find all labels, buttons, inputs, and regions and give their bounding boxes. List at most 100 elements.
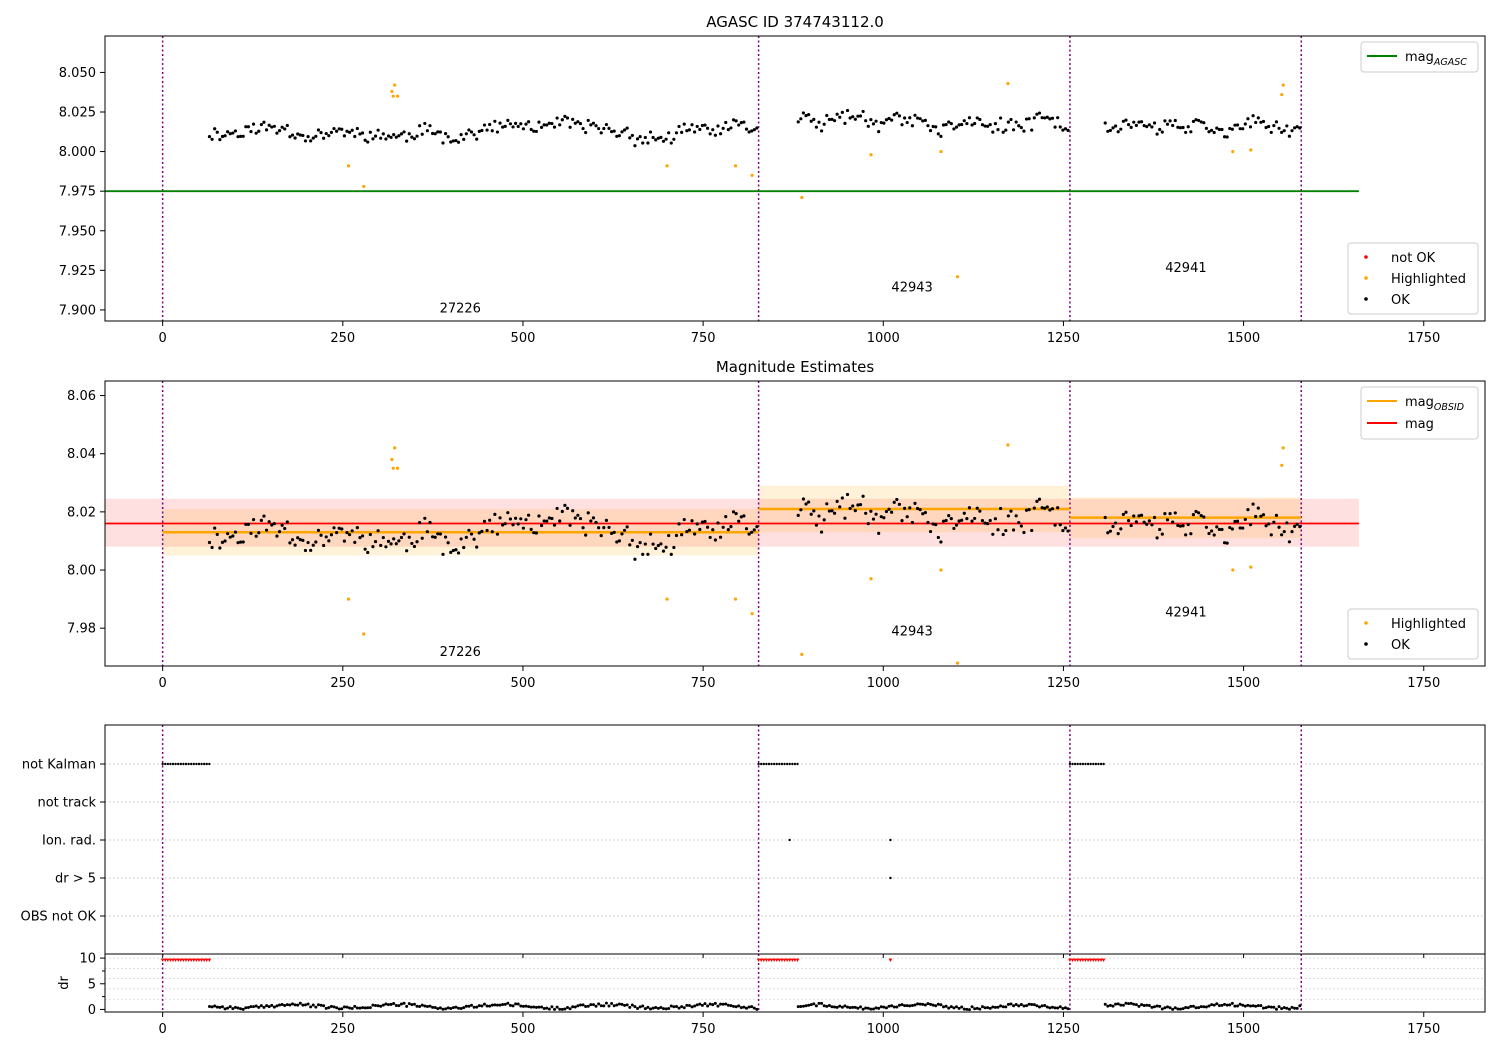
- ok-point: [1048, 508, 1052, 512]
- dr-point: [859, 1005, 863, 1009]
- ok-point: [239, 134, 243, 138]
- dr-point: [890, 1004, 894, 1008]
- flag-point: [189, 762, 193, 766]
- dr-point: [361, 1006, 365, 1010]
- ok-point: [555, 116, 559, 120]
- dr-point: [392, 1001, 396, 1005]
- ok-point: [602, 126, 606, 131]
- ok-point: [498, 516, 502, 520]
- ok-point: [700, 520, 704, 524]
- dr-point: [449, 1006, 453, 1010]
- ok-point: [578, 121, 583, 126]
- ok-point: [991, 532, 995, 536]
- ok-point: [724, 515, 728, 519]
- flag-point: [171, 762, 175, 766]
- ok-point: [858, 114, 863, 118]
- dr-point: [887, 1004, 891, 1008]
- dr-point: [682, 1006, 686, 1010]
- ok-point: [353, 540, 357, 544]
- ok-point: [654, 138, 658, 142]
- y-tick-label: 7.925: [59, 264, 96, 279]
- ok-point: [1277, 525, 1281, 529]
- ok-point: [661, 549, 666, 553]
- ok-point: [534, 129, 538, 134]
- ok-point: [708, 535, 712, 540]
- ok-point: [1043, 116, 1047, 120]
- ok-point: [451, 548, 455, 553]
- dr-point: [488, 1004, 492, 1008]
- dr-clipped-marker: [179, 958, 183, 962]
- ok-point: [1171, 123, 1175, 128]
- ok-point: [721, 126, 725, 130]
- dr-point: [638, 1005, 642, 1009]
- ok-point: [433, 535, 437, 539]
- dr-point: [610, 1002, 614, 1006]
- ok-point: [892, 500, 896, 504]
- ok-point: [1126, 123, 1131, 127]
- ok-point: [324, 131, 328, 136]
- ok-point: [1043, 506, 1047, 510]
- ok-point: [207, 135, 212, 139]
- flags-frame: [104, 724, 1486, 955]
- highlighted-point: [1281, 83, 1285, 87]
- ok-point: [539, 125, 544, 129]
- ok-point: [597, 526, 601, 530]
- ok-point: [1155, 536, 1159, 540]
- dr-point: [540, 1005, 544, 1009]
- dr-point: [960, 1005, 964, 1009]
- dr-point: [322, 1004, 326, 1008]
- ok-point: [368, 532, 372, 537]
- ok-point: [576, 513, 580, 517]
- ok-point: [1142, 520, 1146, 524]
- ok-point: [599, 533, 603, 538]
- ok-point: [459, 537, 463, 541]
- dr-point: [498, 1003, 502, 1007]
- ok-point: [358, 132, 362, 136]
- dr-point: [472, 1005, 476, 1009]
- ok-point: [869, 117, 873, 122]
- flag-point: [791, 762, 794, 766]
- ok-point: [1139, 513, 1144, 517]
- highlighted-point: [800, 652, 804, 656]
- ok-point: [283, 127, 287, 131]
- ok-point: [1176, 125, 1180, 129]
- ok-point: [1230, 527, 1234, 531]
- ok-point: [495, 532, 500, 536]
- flag-point: [770, 762, 773, 766]
- dr-point: [366, 1006, 370, 1010]
- highlighted-point: [939, 568, 943, 572]
- ok-point: [571, 117, 575, 121]
- ok-point: [814, 523, 819, 527]
- highlighted-point: [1231, 149, 1235, 154]
- dr-point: [578, 1003, 582, 1007]
- ok-point: [371, 137, 375, 141]
- ok-point: [1129, 523, 1133, 528]
- ok-point: [425, 530, 430, 534]
- dr-point: [669, 1004, 673, 1008]
- dr-point: [1168, 1006, 1172, 1010]
- dr-point: [703, 1002, 707, 1006]
- dr-point: [223, 1007, 227, 1011]
- dr-point: [801, 1004, 805, 1008]
- ok-point: [1050, 507, 1055, 511]
- flag-point: [1089, 762, 1092, 766]
- ok-point: [438, 532, 442, 536]
- ok-point: [244, 522, 248, 526]
- ok-point: [508, 122, 513, 126]
- x-tick-label: 250: [330, 331, 355, 346]
- dr-point: [1124, 1001, 1128, 1005]
- dr-point: [576, 1004, 580, 1008]
- ok-point: [742, 120, 746, 124]
- dr-point: [939, 1003, 943, 1007]
- ok-point: [1001, 532, 1005, 537]
- ok-point: [903, 506, 907, 510]
- dr-point: [441, 1007, 445, 1011]
- x-tick-label: 500: [511, 676, 536, 691]
- flag-point: [1097, 762, 1100, 766]
- ok-point: [884, 509, 889, 514]
- dr-point: [532, 1005, 536, 1009]
- x-tick-label: 1500: [1227, 676, 1260, 691]
- ok-point: [1261, 119, 1266, 124]
- legend-box: [1347, 242, 1479, 315]
- y-tick-label: 8.050: [59, 66, 96, 81]
